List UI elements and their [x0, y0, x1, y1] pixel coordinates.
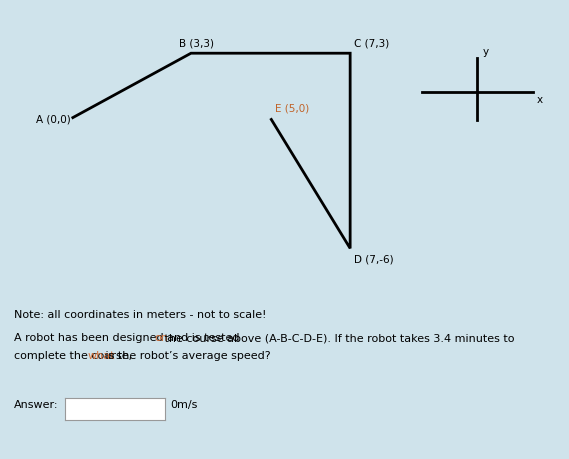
- Text: on: on: [154, 333, 168, 343]
- Text: C (7,3): C (7,3): [354, 39, 389, 49]
- Text: complete the course,: complete the course,: [14, 350, 136, 360]
- Text: what: what: [88, 350, 115, 360]
- Text: A robot has been designed and is tested on: A robot has been designed and is tested …: [14, 333, 257, 343]
- Text: x: x: [537, 95, 543, 105]
- Text: E (5,0): E (5,0): [275, 104, 309, 113]
- Text: y: y: [483, 47, 488, 57]
- Text: 0m/s: 0m/s: [171, 399, 198, 409]
- Text: Note: all coordinates in meters - not to scale!: Note: all coordinates in meters - not to…: [14, 310, 267, 320]
- Text: the course above (A-B-C-D-E). If the robot takes 3.4 minutes to: the course above (A-B-C-D-E). If the rob…: [161, 333, 515, 343]
- Text: is the robot’s average speed?: is the robot’s average speed?: [102, 350, 270, 360]
- Text: Answer:: Answer:: [14, 399, 59, 409]
- Text: A robot has been designed and is tested: A robot has been designed and is tested: [14, 333, 243, 343]
- Text: A (0,0): A (0,0): [36, 114, 71, 124]
- Text: B (3,3): B (3,3): [179, 39, 214, 49]
- Text: D (7,-6): D (7,-6): [354, 254, 394, 264]
